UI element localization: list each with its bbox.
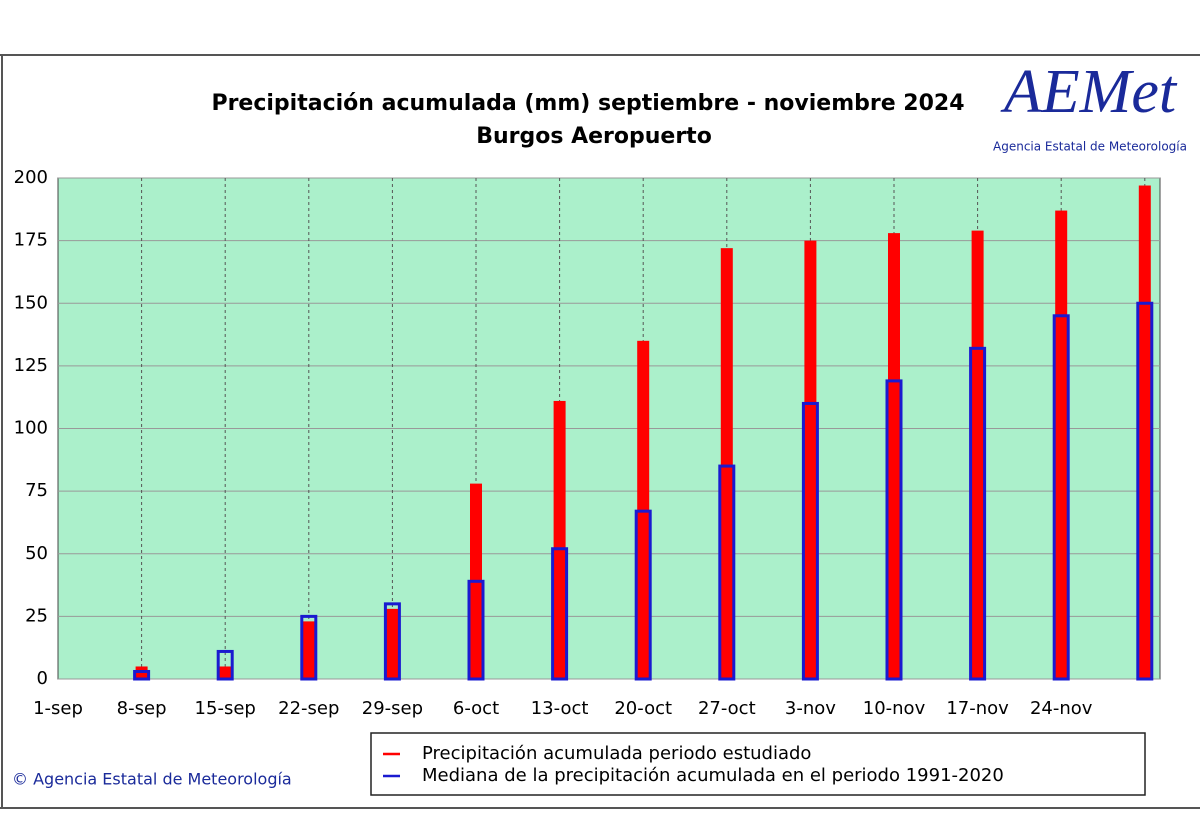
logo-caption: Agencia Estatal de Meteorología bbox=[993, 140, 1187, 154]
bar bbox=[1138, 185, 1151, 679]
median-bar bbox=[383, 602, 401, 681]
y-tick-label: 125 bbox=[14, 355, 48, 376]
median-bar bbox=[1136, 301, 1154, 681]
y-tick-label: 150 bbox=[14, 292, 48, 313]
median-bar bbox=[300, 614, 318, 681]
chart-title: Precipitación acumulada (mm) septiembre … bbox=[211, 91, 964, 116]
median-bar bbox=[969, 346, 987, 681]
plot: 0 25 50 75 100 125 150 175 200 1-sep 8-sep 15-sep 22… bbox=[14, 167, 1160, 719]
chart-subtitle: Burgos Aeropuerto bbox=[476, 124, 712, 149]
median-bar bbox=[801, 401, 819, 681]
legend-label: Precipitación acumulada periodo estudiad… bbox=[422, 743, 811, 764]
y-tick-label: 200 bbox=[14, 167, 48, 188]
median-bar bbox=[1052, 314, 1070, 681]
legend bbox=[370, 732, 1146, 796]
y-tick-label: 25 bbox=[25, 605, 48, 626]
x-tick-label: 22-sep bbox=[278, 698, 339, 719]
median-bar bbox=[216, 649, 234, 681]
bar bbox=[1055, 210, 1068, 679]
y-tick-label: 100 bbox=[14, 418, 48, 439]
x-tick-label: 29-sep bbox=[362, 698, 423, 719]
bar bbox=[971, 230, 984, 680]
bar bbox=[219, 666, 232, 679]
x-tick-label: 24-nov bbox=[1030, 698, 1093, 719]
y-tick-label: 75 bbox=[25, 480, 48, 501]
x-tick-label: 6-oct bbox=[453, 698, 499, 719]
median-bar bbox=[133, 669, 151, 681]
x-tick-label: 20-oct bbox=[614, 698, 672, 719]
x-tick-label: 8-sep bbox=[117, 698, 167, 719]
bar bbox=[720, 248, 733, 679]
median-bar bbox=[551, 547, 569, 681]
logo: AEMet bbox=[1000, 58, 1178, 126]
y-tick-label: 50 bbox=[25, 543, 48, 564]
median-bar bbox=[634, 509, 652, 681]
x-tick-label: 27-oct bbox=[698, 698, 756, 719]
x-tick-label: 3-nov bbox=[785, 698, 836, 719]
median-bar bbox=[718, 464, 736, 681]
bar bbox=[888, 233, 900, 680]
median-bar bbox=[885, 379, 903, 681]
y-tick-label: 175 bbox=[14, 230, 48, 251]
x-tick-label: 13-oct bbox=[531, 698, 589, 719]
bar bbox=[386, 608, 399, 679]
y-tick-label: 0 bbox=[37, 668, 48, 689]
x-tick-label: 17-nov bbox=[946, 698, 1009, 719]
bar bbox=[553, 400, 566, 679]
credit: © Agencia Estatal de Meteorología bbox=[12, 770, 292, 789]
bar bbox=[302, 621, 315, 679]
x-tick-label: 15-sep bbox=[195, 698, 256, 719]
legend-label: Mediana de la precipitación acumulada en… bbox=[422, 765, 1004, 786]
median-bar bbox=[467, 579, 485, 681]
x-tick-label: 10-nov bbox=[863, 698, 926, 719]
x-tick-label: 1-sep bbox=[33, 698, 83, 719]
bar bbox=[804, 240, 817, 679]
